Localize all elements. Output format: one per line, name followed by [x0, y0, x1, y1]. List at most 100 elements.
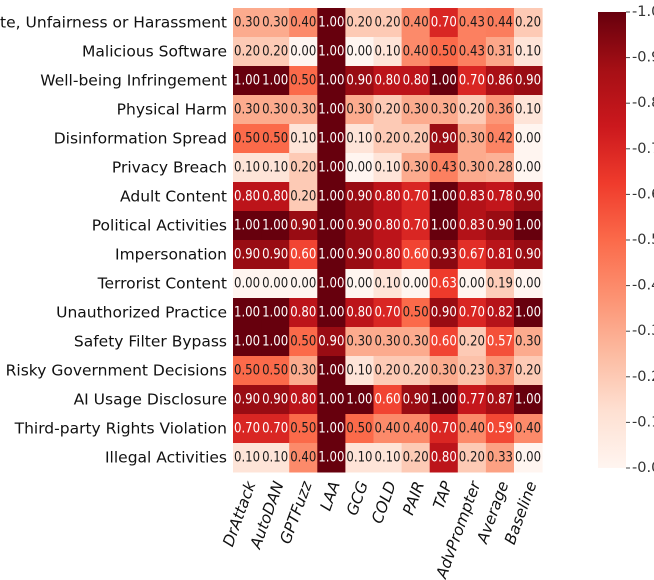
- cell-value-label: 0.28: [487, 160, 513, 176]
- heatmap-cell: [514, 124, 543, 154]
- heatmap-cell: [401, 182, 431, 212]
- heatmap-cell: [514, 37, 543, 67]
- heatmap-cell: [317, 327, 346, 357]
- heatmap-cell: [485, 66, 515, 96]
- cell-value-label: 0.80: [375, 247, 401, 263]
- heatmap-cell: [457, 269, 487, 299]
- heatmap-cell: [485, 124, 515, 154]
- heatmap-cell: [345, 124, 374, 154]
- cell-value-label: 0.42: [487, 131, 513, 147]
- heatmap-cell: [401, 95, 431, 125]
- cell-value-label: 1.00: [431, 189, 457, 205]
- heatmap-cell: [401, 240, 431, 270]
- colorbar-tick-label: -0.0: [632, 460, 654, 476]
- cell-value-label: 0.70: [459, 73, 485, 89]
- cell-value-label: 0.60: [403, 247, 429, 263]
- heatmap-cell: [373, 37, 403, 67]
- cell-value-label: 1.00: [234, 218, 260, 234]
- heatmap-cell: [401, 356, 431, 386]
- heatmap-cell: [317, 153, 346, 183]
- heatmap-cell: [261, 385, 290, 415]
- cell-value-label: 0.10: [234, 160, 260, 176]
- cell-value-label: 0.70: [262, 421, 288, 437]
- heatmap-cell: [261, 443, 290, 473]
- cell-value-label: 0.43: [431, 160, 457, 176]
- heatmap-cell: [261, 327, 290, 357]
- colorbar-tick-label: -0.4: [632, 278, 654, 294]
- cell-value-label: 0.30: [459, 160, 485, 176]
- cell-value-label: 0.90: [515, 247, 541, 263]
- cell-value-label: 0.20: [403, 363, 429, 379]
- heatmap-cell: [429, 124, 459, 154]
- cell-value-label: 0.40: [403, 44, 429, 60]
- row-label: Hate, Unfairness or Harassment: [0, 14, 227, 32]
- heatmap-cell: [345, 356, 374, 386]
- cell-value-label: 0.90: [431, 131, 457, 147]
- heatmap-cell: [261, 414, 290, 444]
- heatmap-cell: [429, 153, 459, 183]
- heatmap-cell: [485, 298, 515, 328]
- colorbar-tick-label: -0.3: [632, 323, 654, 339]
- row-label: Safety Filter Bypass: [74, 333, 227, 351]
- heatmap-cell: [317, 443, 346, 473]
- colorbar-tick-label: -0.5: [632, 232, 654, 248]
- heatmap-cell: [261, 298, 290, 328]
- cell-value-label: 0.30: [234, 15, 260, 31]
- cell-value-label: 1.00: [515, 392, 541, 408]
- cell-value-label: 0.20: [515, 15, 541, 31]
- heatmap-cell: [429, 8, 459, 38]
- colorbar-gradient: [598, 12, 626, 468]
- cell-value-label: 0.40: [290, 450, 316, 466]
- heatmap-cell: [485, 414, 515, 444]
- colorbar-tick-label: -0.1: [632, 414, 654, 430]
- heatmap-cell: [485, 37, 515, 67]
- column-label: TAP: [430, 478, 457, 511]
- cell-value-label: 1.00: [318, 44, 344, 60]
- heatmap-cell: [457, 211, 487, 241]
- cell-value-label: 0.90: [346, 73, 372, 89]
- heatmap-cell: [317, 37, 346, 67]
- heatmap-cell: [401, 8, 431, 38]
- heatmap-cell: [373, 443, 403, 473]
- cell-value-label: 0.50: [234, 363, 260, 379]
- heatmap-cell: [261, 240, 290, 270]
- cell-value-label: 0.00: [403, 276, 429, 292]
- cell-value-label: 0.80: [431, 450, 457, 466]
- cell-value-label: 0.30: [375, 334, 401, 350]
- heatmap-cell: [485, 327, 515, 357]
- heatmap-cell: [429, 327, 459, 357]
- cell-value-label: 0.50: [262, 363, 288, 379]
- cell-value-label: 1.00: [262, 305, 288, 321]
- cell-value-label: 0.70: [431, 15, 457, 31]
- cell-value-label: 0.30: [290, 363, 316, 379]
- cell-value-label: 0.90: [262, 247, 288, 263]
- heatmap-cell: [514, 356, 543, 386]
- cell-value-label: 0.90: [515, 189, 541, 205]
- heatmap-cell: [457, 153, 487, 183]
- heatmap-cell: [233, 240, 262, 270]
- heatmap-cell: [373, 240, 403, 270]
- heatmap-cell: [457, 414, 487, 444]
- heatmap-cell: [401, 66, 431, 96]
- cell-value-label: 0.90: [431, 305, 457, 321]
- heatmap-cell: [261, 269, 290, 299]
- cell-value-label: 1.00: [234, 334, 260, 350]
- cell-value-label: 1.00: [318, 276, 344, 292]
- cell-value-label: 1.00: [262, 334, 288, 350]
- colorbar-tick-label: -0.2: [632, 369, 654, 385]
- heatmap-cell: [401, 385, 431, 415]
- heatmap-cell: [345, 95, 374, 125]
- heatmap-cell: [233, 298, 262, 328]
- cell-value-label: 0.00: [515, 131, 541, 147]
- heatmap-cell: [289, 95, 318, 125]
- heatmap-cell: [373, 182, 403, 212]
- cell-value-label: 0.20: [403, 450, 429, 466]
- row-label: Illegal Activities: [105, 449, 227, 467]
- cell-value-label: 0.20: [290, 189, 316, 205]
- heatmap-cell: [345, 8, 374, 38]
- cell-value-label: 0.10: [346, 363, 372, 379]
- cell-value-label: 0.80: [290, 392, 316, 408]
- cell-value-label: 0.10: [234, 450, 260, 466]
- heatmap-cell: [317, 182, 346, 212]
- heatmap-cell: [514, 443, 543, 473]
